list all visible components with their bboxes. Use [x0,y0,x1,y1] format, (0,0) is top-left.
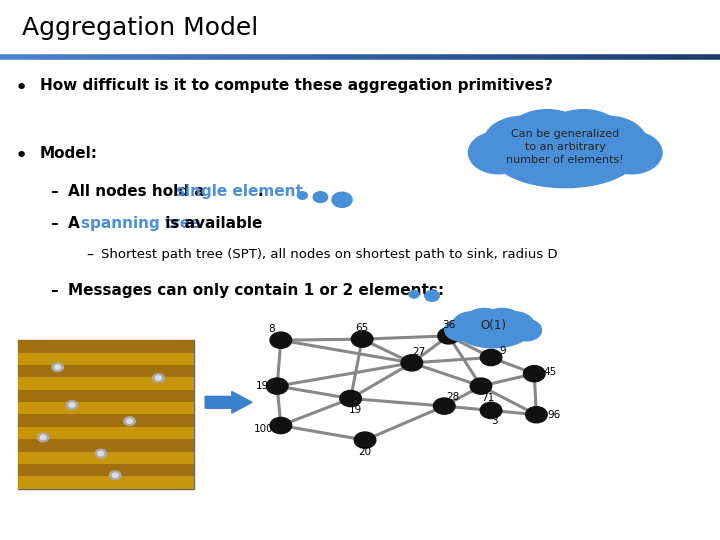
FancyBboxPatch shape [18,377,194,390]
Text: A: A [68,216,86,231]
Text: 45: 45 [544,367,557,377]
FancyBboxPatch shape [18,476,194,489]
Text: 19: 19 [348,406,361,415]
Circle shape [401,355,423,371]
Ellipse shape [472,327,515,345]
Circle shape [52,363,63,372]
Circle shape [409,291,419,298]
Ellipse shape [452,312,492,338]
Circle shape [112,473,118,477]
Ellipse shape [601,132,662,174]
Text: Shortest path tree (SPT), all nodes on shortest path to sink, radius D: Shortest path tree (SPT), all nodes on s… [101,248,557,261]
Text: –: – [50,216,58,231]
Ellipse shape [511,320,541,341]
Text: •: • [14,146,27,166]
Text: 3: 3 [491,416,498,426]
Text: Aggregation Model: Aggregation Model [22,16,258,40]
Circle shape [425,291,439,301]
Text: 8: 8 [268,325,275,334]
Text: Model:: Model: [40,146,98,161]
FancyBboxPatch shape [18,390,194,402]
Text: 96: 96 [547,410,560,420]
Circle shape [470,378,492,394]
Text: 9: 9 [499,346,506,356]
Text: O(1): O(1) [480,319,506,332]
FancyBboxPatch shape [18,340,194,489]
Circle shape [332,192,352,207]
Circle shape [354,432,376,448]
Ellipse shape [466,308,503,330]
Text: –: – [86,248,94,262]
Circle shape [351,331,373,347]
Text: 36: 36 [442,320,455,329]
FancyBboxPatch shape [18,402,194,415]
Ellipse shape [510,110,583,152]
Circle shape [270,417,292,434]
Ellipse shape [568,116,647,168]
FancyBboxPatch shape [18,427,194,439]
FancyBboxPatch shape [18,365,194,377]
Ellipse shape [495,312,534,338]
FancyBboxPatch shape [18,415,194,427]
Circle shape [98,451,104,456]
Text: How difficult is it to compute these aggregation primitives?: How difficult is it to compute these agg… [40,78,552,93]
Text: 100: 100 [253,424,274,434]
FancyBboxPatch shape [18,451,194,464]
Ellipse shape [469,132,529,174]
FancyBboxPatch shape [18,439,194,451]
Circle shape [127,419,132,423]
Circle shape [438,328,459,344]
Text: All nodes hold a: All nodes hold a [68,184,210,199]
Text: .: . [258,184,264,199]
Ellipse shape [456,311,531,348]
Circle shape [523,366,545,382]
Circle shape [266,378,288,394]
Circle shape [40,435,46,440]
Ellipse shape [490,115,641,187]
Circle shape [433,398,455,414]
Text: single element: single element [176,184,303,199]
Circle shape [66,401,78,409]
Text: –: – [50,184,58,199]
Circle shape [156,376,161,380]
Circle shape [55,365,60,369]
Text: Messages can only contain 1 or 2 elements:: Messages can only contain 1 or 2 element… [68,284,444,299]
Circle shape [480,349,502,366]
Text: 27: 27 [413,347,426,357]
Circle shape [480,402,502,418]
Ellipse shape [521,147,609,182]
Text: Can be generalized
to an arbitrary
number of elements!: Can be generalized to an arbitrary numbe… [506,129,624,165]
Ellipse shape [484,308,521,330]
FancyArrow shape [205,392,252,413]
Ellipse shape [547,110,620,152]
Text: 28: 28 [446,393,459,402]
Circle shape [109,471,121,480]
Circle shape [153,374,164,382]
Text: •: • [14,78,27,98]
Text: 65: 65 [356,323,369,333]
Text: is available: is available [160,216,262,231]
Text: –: – [50,284,58,299]
Text: 19: 19 [256,381,269,390]
Circle shape [69,403,75,407]
Ellipse shape [445,320,475,341]
Circle shape [526,407,547,423]
Circle shape [270,332,292,348]
Circle shape [297,192,307,199]
Text: 20: 20 [359,447,372,457]
Text: 71: 71 [482,393,495,403]
FancyBboxPatch shape [18,353,194,365]
Circle shape [124,417,135,426]
Circle shape [313,192,328,202]
Circle shape [37,433,49,442]
Text: spanning tree: spanning tree [81,216,200,231]
FancyBboxPatch shape [18,340,194,353]
Circle shape [340,390,361,407]
Circle shape [95,449,107,458]
FancyBboxPatch shape [18,464,194,476]
Ellipse shape [484,116,562,168]
